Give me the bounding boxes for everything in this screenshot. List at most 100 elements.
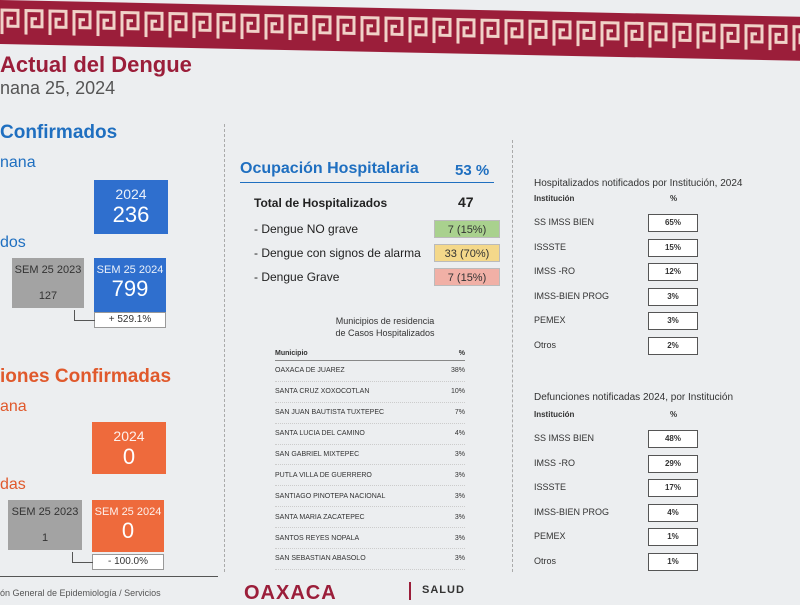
fret-pattern [72, 10, 92, 36]
municipio-name: SANTIAGO PINOTEPA NACIONAL [275, 492, 386, 500]
municipio-name: SANTA MARIA ZACATEPEC [275, 513, 365, 521]
occupancy-total-value: 47 [458, 194, 474, 210]
occupancy-row-label: - Dengue con signos de alarma [254, 246, 421, 260]
fret-pattern [264, 14, 284, 40]
divider [240, 182, 494, 183]
fret-pattern [480, 18, 500, 45]
institution-pct: 15% [648, 238, 698, 257]
confirmed-week-year: 2024 [115, 186, 147, 202]
occupancy-row-label: - Dengue NO grave [254, 222, 359, 236]
deaths-prev-value: 1 [41, 532, 49, 544]
institution-name: Otros [534, 339, 557, 350]
deaths-curr-box: SEM 25 2024 0 [92, 500, 164, 552]
fret-pattern [768, 24, 788, 51]
fret-pattern [96, 10, 116, 37]
institution-pct: 4% [648, 503, 698, 522]
divider [409, 582, 411, 600]
fret-pattern [336, 15, 356, 42]
municipio-pct: 3% [454, 451, 465, 458]
fret-pattern [24, 9, 44, 35]
fret-pattern [144, 11, 164, 38]
municipios-header: Municipio % [275, 350, 465, 361]
table-row: SAN SEBASTIAN ABASOLO 3% [275, 549, 465, 570]
table-row: PUTLA VILLA DE GUERRERO 3% [275, 465, 465, 487]
institution-name: IMSS -RO [534, 457, 576, 468]
institution-name: SS IMSS BIEN [534, 433, 595, 443]
deaths-change: - 100.0% [92, 554, 164, 570]
fret-pattern [216, 13, 236, 39]
municipios-col-name: Municipio [275, 350, 308, 357]
page-title: Actual del Dengue [0, 52, 192, 77]
institution-pct: 65% [648, 214, 698, 232]
institution-pct: 3% [648, 312, 698, 330]
municipios-title-2: de Casos Hospitalizados [335, 328, 435, 338]
institution-pct: 17% [648, 479, 698, 497]
fret-pattern [456, 18, 476, 44]
municipio-pct: 3% [454, 471, 465, 479]
fret-pattern [312, 15, 332, 41]
confirmed-week-label: nana [0, 154, 36, 171]
municipios-col-pct: % [458, 350, 465, 357]
hosp-inst-col-pct: % [670, 194, 678, 203]
fret-pattern [720, 23, 740, 50]
fret-pattern [744, 24, 764, 50]
slide: Actual del Dengue nana 25, 2024 Confirma… [0, 44, 800, 604]
deaths-accum-label: das [0, 476, 26, 493]
table-row: SAN GABRIEL MIXTEPEC 3% [275, 445, 465, 466]
confirmed-section-title: Confirmados [0, 122, 118, 143]
institution-name: PEMEX [534, 315, 566, 325]
confirmed-prev-value: 127 [38, 290, 58, 302]
municipio-name: SAN GABRIEL MIXTEPEC [275, 451, 360, 458]
fret-pattern [240, 13, 260, 40]
occupancy-percent: 53 % [455, 162, 490, 179]
fret-pattern [600, 21, 620, 47]
fret-pattern [384, 16, 404, 43]
confirmed-curr-value: 799 [111, 276, 149, 301]
municipio-pct: 10% [450, 388, 465, 396]
deaths-curr-label: SEM 25 2024 [94, 506, 162, 518]
fret-pattern [360, 16, 380, 42]
fret-pattern [528, 19, 548, 46]
institution-name: SS IMSS BIEN [534, 217, 595, 227]
fret-pattern [408, 17, 428, 43]
fret-pattern [48, 9, 68, 36]
municipio-pct: 4% [454, 430, 465, 438]
deaths-week-box: 2024 0 [92, 422, 166, 474]
municipio-name: SAN SEBASTIAN ABASOLO [275, 555, 366, 563]
confirmed-curr-label: SEM 25 2024 [96, 264, 164, 276]
confirmed-change: + 529.1% [94, 312, 166, 328]
table-row: SAN JUAN BAUTISTA TUXTEPEC 7% [275, 403, 465, 424]
institution-name: PEMEX [534, 531, 566, 541]
institution-name: IMSS-BIEN PROG [534, 290, 610, 301]
hosp-inst-col-name: Institución [534, 194, 575, 203]
decorative-banner [0, 0, 800, 61]
municipios-rows: OAXACA DE JUAREZ 38% SANTA CRUZ XOXOCOTLAN… [275, 361, 465, 570]
municipio-pct: 38% [450, 367, 465, 375]
fret-pattern [648, 22, 668, 48]
arrow-connector [74, 310, 95, 321]
municipios-table: Municipio % OAXACA DE JUAREZ 38% SANTA CRU… [275, 350, 465, 570]
municipio-pct: 3% [454, 513, 465, 521]
occupancy-row-value: 7 (15%) [434, 220, 500, 238]
deaths-curr-value: 0 [121, 518, 135, 543]
confirmed-accum-label: dos [0, 234, 26, 251]
municipio-pct: 3% [454, 492, 465, 500]
confirmed-curr-box: SEM 25 2024 799 [94, 258, 166, 312]
salud-logo: SALUD [422, 584, 465, 596]
institution-name: ISSSTE [534, 482, 567, 492]
confirmed-week-value: 236 [112, 202, 150, 227]
institution-pct: 29% [648, 454, 698, 473]
occupancy-title: Ocupación Hospitalaria [240, 160, 419, 177]
municipio-name: SANTA LUCIA DEL CAMINO [275, 430, 365, 438]
institution-pct: 12% [648, 263, 698, 281]
oaxaca-logo: OAXACA [244, 582, 337, 604]
arrow-connector [72, 552, 93, 563]
confirmed-prev-label: SEM 25 2023 [14, 264, 82, 276]
def-inst-col-pct: % [670, 410, 678, 419]
institution-name: IMSS -RO [534, 266, 576, 276]
institution-pct: 1% [648, 552, 698, 571]
municipio-name: PUTLA VILLA DE GUERRERO [275, 471, 372, 479]
municipio-pct: 3% [454, 555, 465, 563]
divider [0, 576, 218, 577]
divider [224, 124, 225, 572]
